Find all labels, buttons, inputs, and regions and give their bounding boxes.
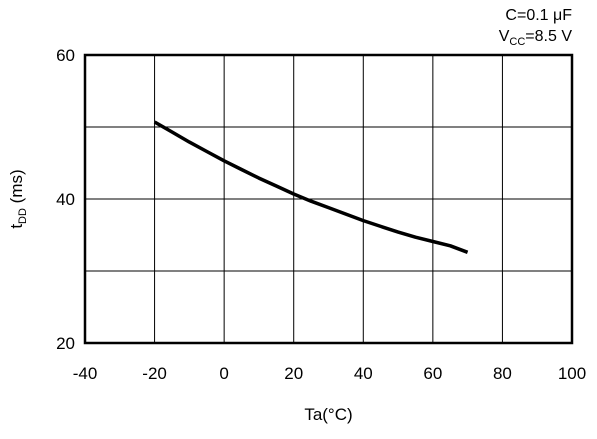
x-tick-label: 100 xyxy=(558,364,586,383)
y-axis-title: tDD (ms) xyxy=(7,169,29,228)
x-tick-label: 40 xyxy=(354,364,373,383)
condition-supply-voltage: VCC=8.5 V xyxy=(499,28,573,48)
y-tick-label: 40 xyxy=(56,190,75,209)
x-tick-label: -20 xyxy=(142,364,167,383)
x-tick-label: 80 xyxy=(493,364,512,383)
condition-capacitance: C=0.1 μF xyxy=(505,7,572,24)
grid xyxy=(85,55,572,343)
condition-vcc-value: =8.5 V xyxy=(525,28,572,45)
plot-frame xyxy=(83,53,574,345)
y-tick-label: 20 xyxy=(56,334,75,353)
x-tick-labels: -40 -20 0 20 40 60 80 100 xyxy=(73,364,586,383)
y-axis-title-subscript: DD xyxy=(17,208,29,224)
x-axis-title: Ta(°C) xyxy=(304,405,352,424)
y-axis-title-unit: (ms) xyxy=(7,169,26,208)
y-tick-label: 60 xyxy=(56,46,75,65)
x-tick-label: 0 xyxy=(219,364,228,383)
x-tick-label: 60 xyxy=(423,364,442,383)
condition-vcc-subscript: CC xyxy=(509,36,525,48)
condition-vcc-main: V xyxy=(499,28,510,45)
y-tick-labels: 20 40 60 xyxy=(56,46,75,353)
x-tick-label: 20 xyxy=(284,364,303,383)
y-axis-title-main: t xyxy=(7,224,26,229)
x-tick-label: -40 xyxy=(73,364,98,383)
series-line xyxy=(153,120,469,254)
series-layer xyxy=(153,120,469,254)
